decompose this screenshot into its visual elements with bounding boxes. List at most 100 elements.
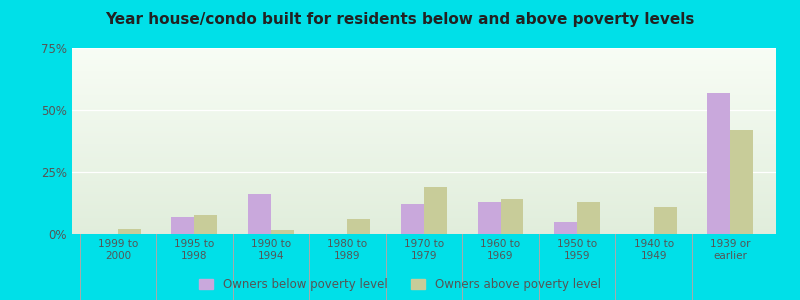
Bar xyxy=(72,180,776,182)
Bar xyxy=(72,111,776,113)
Bar xyxy=(72,143,776,145)
Bar xyxy=(72,82,776,83)
Bar xyxy=(72,219,776,221)
Bar xyxy=(72,171,776,172)
Bar xyxy=(72,221,776,223)
Bar xyxy=(72,94,776,96)
Bar xyxy=(72,121,776,122)
Bar xyxy=(72,100,776,102)
Bar xyxy=(271,230,294,234)
Bar xyxy=(72,167,776,169)
Bar xyxy=(248,194,271,234)
Bar xyxy=(72,186,776,188)
Bar xyxy=(72,169,776,171)
Bar xyxy=(72,54,776,56)
Bar xyxy=(72,83,776,85)
Bar xyxy=(72,215,776,217)
Bar xyxy=(72,115,776,117)
Bar xyxy=(72,147,776,148)
Bar xyxy=(72,104,776,106)
Bar xyxy=(72,63,776,65)
Bar xyxy=(72,56,776,57)
Bar xyxy=(72,145,776,147)
Bar xyxy=(72,74,776,76)
Bar xyxy=(478,202,501,234)
Bar xyxy=(72,193,776,195)
Bar xyxy=(72,134,776,135)
Bar xyxy=(72,176,776,178)
Bar xyxy=(72,161,776,163)
Bar xyxy=(72,61,776,63)
Bar xyxy=(72,150,776,152)
Bar xyxy=(72,137,776,139)
Bar xyxy=(72,204,776,206)
Bar xyxy=(501,199,523,234)
Bar xyxy=(72,106,776,107)
Bar xyxy=(347,219,370,234)
Bar xyxy=(654,207,677,234)
Bar xyxy=(72,232,776,234)
Bar xyxy=(72,230,776,232)
Bar xyxy=(72,126,776,128)
Bar xyxy=(171,217,194,234)
Bar xyxy=(554,222,577,234)
Bar xyxy=(72,188,776,189)
Bar xyxy=(72,135,776,137)
Bar xyxy=(72,48,776,50)
Bar xyxy=(72,212,776,214)
Bar xyxy=(72,122,776,124)
Bar xyxy=(72,158,776,160)
Bar xyxy=(72,148,776,150)
Bar xyxy=(72,195,776,197)
Bar xyxy=(72,175,776,176)
Bar xyxy=(72,208,776,210)
Bar xyxy=(72,223,776,225)
Bar xyxy=(72,57,776,59)
Legend: Owners below poverty level, Owners above poverty level: Owners below poverty level, Owners above… xyxy=(199,278,601,291)
Bar xyxy=(72,178,776,180)
Bar xyxy=(72,70,776,72)
Bar xyxy=(72,110,776,111)
Bar xyxy=(72,206,776,208)
Bar xyxy=(72,199,776,200)
Bar xyxy=(72,160,776,161)
Bar xyxy=(401,204,424,234)
Bar xyxy=(72,165,776,167)
Bar xyxy=(72,172,776,175)
Bar xyxy=(424,187,447,234)
Bar xyxy=(72,197,776,199)
Bar xyxy=(72,130,776,132)
Bar xyxy=(72,228,776,230)
Bar xyxy=(72,124,776,126)
Bar xyxy=(730,130,753,234)
Bar xyxy=(72,113,776,115)
Bar xyxy=(72,184,776,186)
Bar xyxy=(577,202,600,234)
Bar xyxy=(118,229,141,234)
Bar xyxy=(72,102,776,104)
Bar xyxy=(72,139,776,141)
Bar xyxy=(194,215,218,234)
Bar xyxy=(72,214,776,215)
Bar xyxy=(72,191,776,193)
Bar xyxy=(72,65,776,67)
Bar xyxy=(72,93,776,94)
Bar xyxy=(72,107,776,110)
Bar xyxy=(72,59,776,61)
Text: Year house/condo built for residents below and above poverty levels: Year house/condo built for residents bel… xyxy=(106,12,694,27)
Bar xyxy=(72,91,776,93)
Bar xyxy=(72,132,776,134)
Bar xyxy=(72,98,776,100)
Bar xyxy=(72,67,776,68)
Bar xyxy=(72,96,776,98)
Bar xyxy=(72,52,776,54)
Bar xyxy=(72,182,776,184)
Bar xyxy=(72,225,776,226)
Bar xyxy=(707,93,730,234)
Bar xyxy=(72,80,776,82)
Bar xyxy=(72,141,776,143)
Bar xyxy=(72,202,776,204)
Bar xyxy=(72,76,776,78)
Bar xyxy=(72,152,776,154)
Bar xyxy=(72,156,776,158)
